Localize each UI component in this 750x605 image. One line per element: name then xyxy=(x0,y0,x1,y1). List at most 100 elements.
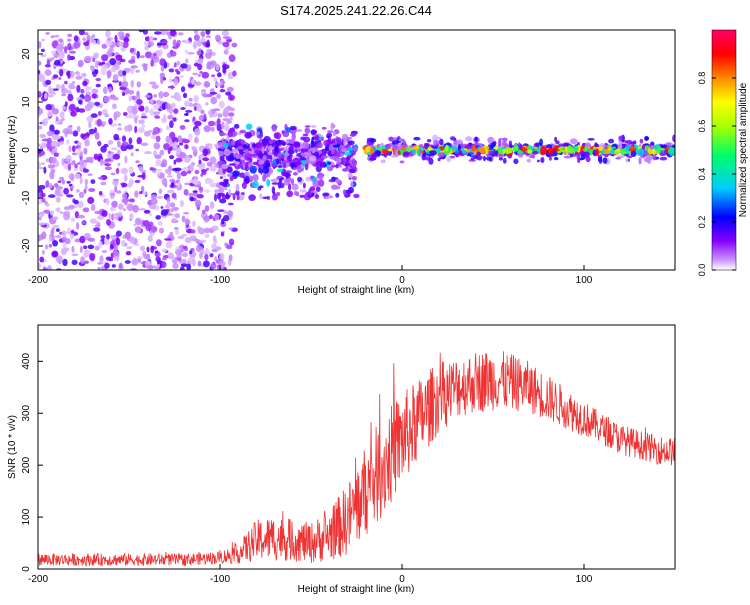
spectral-cell xyxy=(576,152,581,160)
spectral-cell xyxy=(219,198,227,204)
spectral-cell xyxy=(368,157,377,161)
spectral-cell xyxy=(479,147,486,154)
spectral-cell xyxy=(252,143,256,149)
spectral-cell xyxy=(198,159,202,165)
spectral-cell xyxy=(121,80,129,88)
spectral-cell xyxy=(110,206,114,212)
spectral-cell xyxy=(192,40,198,49)
snr-line xyxy=(38,351,675,567)
spectral-cell xyxy=(94,127,97,133)
spectral-cell xyxy=(155,168,163,172)
spectral-cell xyxy=(668,148,675,155)
spectral-cell xyxy=(41,118,48,126)
spectral-cell xyxy=(165,240,173,249)
spectral-cell xyxy=(513,158,519,165)
spectral-cell xyxy=(583,151,590,158)
spectral-cell xyxy=(161,103,166,110)
spectral-cell xyxy=(184,219,191,225)
spectral-cell xyxy=(672,134,675,143)
spectral-cell xyxy=(141,124,146,128)
spectral-cell xyxy=(60,247,67,256)
spectral-cell xyxy=(498,138,502,147)
spectral-cell xyxy=(110,252,114,259)
spectral-cell xyxy=(222,80,226,85)
spectral-cell xyxy=(166,31,170,36)
spectral-cell xyxy=(283,178,290,186)
spectral-cell xyxy=(155,215,161,220)
spectral-cell xyxy=(41,231,47,240)
spectral-cell xyxy=(284,170,293,174)
spectral-cell xyxy=(182,92,188,99)
spectral-cell xyxy=(51,92,56,96)
spectral-cell xyxy=(50,168,56,174)
spectral-cell xyxy=(101,54,109,62)
spectral-cell xyxy=(426,139,432,143)
spectral-cell xyxy=(380,159,386,164)
spectral-cell xyxy=(67,33,73,38)
spectral-cell xyxy=(145,224,152,231)
spectral-cell xyxy=(532,150,539,155)
spectral-cell xyxy=(173,62,177,68)
spectral-cell xyxy=(469,152,474,155)
spectral-cell xyxy=(135,148,140,152)
y-tick-label: 100 xyxy=(21,508,32,525)
spectral-cell xyxy=(521,147,528,152)
spectral-cell xyxy=(62,258,68,267)
spectral-cell xyxy=(236,195,240,201)
spectral-cell xyxy=(95,77,101,82)
spectral-cell xyxy=(204,177,212,185)
spectral-cell xyxy=(75,75,83,80)
spectral-cell xyxy=(192,190,198,193)
spectral-cell xyxy=(130,79,135,88)
y-tick-label: 0 xyxy=(21,566,32,572)
spectral-cell xyxy=(80,88,85,94)
spectral-cell xyxy=(72,160,76,164)
spectral-cell xyxy=(118,203,124,210)
spectral-cell xyxy=(109,45,114,48)
spectral-cell xyxy=(220,231,225,237)
spectral-cell xyxy=(585,156,591,163)
spectrogram-region xyxy=(217,122,360,202)
spectral-cell xyxy=(38,161,41,169)
spectral-cell xyxy=(130,152,134,157)
spectral-cell xyxy=(307,148,311,154)
spectral-cell xyxy=(228,227,233,231)
spectral-cell xyxy=(451,146,458,151)
spectral-cell xyxy=(78,108,86,113)
spectral-cell xyxy=(55,84,61,90)
spectral-cell xyxy=(139,105,145,112)
spectral-cell xyxy=(610,149,615,155)
spectral-cell xyxy=(644,136,649,141)
spectral-cell xyxy=(75,151,80,156)
spectral-cell xyxy=(83,147,88,155)
spectral-cell xyxy=(152,150,158,157)
spectral-cell xyxy=(146,40,155,47)
spectral-cell xyxy=(182,167,189,172)
spectral-cell xyxy=(476,151,482,156)
spectral-cell xyxy=(93,227,101,232)
spectral-cell xyxy=(100,181,107,186)
spectral-cell xyxy=(173,141,178,150)
spectral-cell xyxy=(61,158,65,166)
spectral-cell xyxy=(114,34,118,43)
spectral-cell xyxy=(71,253,79,257)
spectral-cell xyxy=(460,147,464,151)
spectral-cell xyxy=(88,121,92,129)
spectral-cell xyxy=(574,145,579,152)
spectral-cell xyxy=(181,234,187,237)
spectrogram-marks xyxy=(38,30,675,270)
spectral-cell xyxy=(138,208,146,211)
spectral-cell xyxy=(104,262,110,269)
spectral-cell xyxy=(94,210,102,214)
spectral-cell xyxy=(113,133,120,141)
spectral-cell xyxy=(111,147,118,151)
spectral-cell xyxy=(153,104,161,110)
spectral-cell xyxy=(646,154,652,161)
x-tick-label: -100 xyxy=(210,574,230,585)
spectral-cell xyxy=(56,228,60,233)
spectral-cell xyxy=(411,149,416,155)
spectral-cell xyxy=(72,145,76,153)
spectral-cell xyxy=(193,238,200,242)
spectral-cell xyxy=(203,189,211,193)
spectral-cell xyxy=(185,58,189,64)
